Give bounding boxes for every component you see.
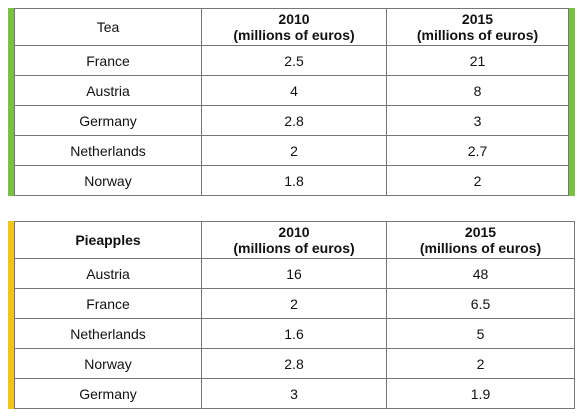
country-cell: Norway [14,348,202,379]
column-year: 2010 [278,224,310,240]
table-row: France 2 6.5 [14,288,575,319]
table-row: Norway 1.8 2 [14,165,569,196]
table-header-row: Tea 2010 (millions of euros) 2015 (milli… [14,8,569,46]
value-2015-cell: 5 [386,318,575,349]
country-cell: Austria [14,75,202,106]
column-header-2010: 2010 (millions of euros) [201,8,387,46]
value-2010-cell: 2.8 [201,105,387,136]
country-cell: Germany [14,378,202,409]
value-2010-cell: 2.5 [201,45,387,76]
table-row: Germany 3 1.9 [14,378,575,409]
table-row: Netherlands 2 2.7 [14,135,569,166]
pineapple-table: Pieapples 2010 (millions of euros) 2015 … [14,221,575,409]
column-year: 2015 [461,11,494,27]
column-header-2015: 2015 (millions of euros) [386,221,575,259]
value-2010-cell: 1.8 [201,165,387,196]
table-row: Austria 4 8 [14,75,569,106]
value-2015-cell: 1.9 [386,378,575,409]
country-cell: Netherlands [14,135,202,166]
value-2010-cell: 1.6 [201,318,387,349]
column-year: 2010 [278,11,310,27]
tea-heading: Tea [14,8,202,46]
table-row: Austria 16 48 [14,258,575,289]
country-cell: Austria [14,258,202,289]
table-row: Germany 2.8 3 [14,105,569,136]
value-2015-cell: 3 [386,105,569,136]
value-2015-cell: 2 [386,348,575,379]
country-cell: Netherlands [14,318,202,349]
pineapple-heading: Pieapples [14,221,202,259]
value-2010-cell: 2.8 [201,348,387,379]
column-year: 2015 [464,224,497,240]
value-2015-cell: 2 [386,165,569,196]
value-2015-cell: 2.7 [386,135,569,166]
country-cell: Germany [14,105,202,136]
value-2015-cell: 48 [386,258,575,289]
value-2015-cell: 6.5 [386,288,575,319]
value-2015-cell: 21 [386,45,569,76]
value-2010-cell: 4 [201,75,387,106]
column-unit: (millions of euros) [233,27,355,43]
pineapple-table-container: Pieapples 2010 (millions of euros) 2015 … [8,221,575,409]
value-2015-cell: 8 [386,75,569,106]
table-row: France 2.5 21 [14,45,569,76]
country-cell: France [14,288,202,319]
country-cell: France [14,45,202,76]
value-2010-cell: 16 [201,258,387,289]
value-2010-cell: 2 [201,135,387,166]
table-row: Netherlands 1.6 5 [14,318,575,349]
tea-table-container: Tea 2010 (millions of euros) 2015 (milli… [8,8,575,196]
column-unit: (millions of euros) [233,240,355,256]
value-2010-cell: 3 [201,378,387,409]
table-header-row: Pieapples 2010 (millions of euros) 2015 … [14,221,575,259]
table-row: Norway 2.8 2 [14,348,575,379]
country-cell: Norway [14,165,202,196]
column-header-2015: 2015 (millions of euros) [386,8,569,46]
column-header-2010: 2010 (millions of euros) [201,221,387,259]
column-unit: (millions of euros) [419,240,542,256]
value-2010-cell: 2 [201,288,387,319]
column-unit: (millions of euros) [416,27,539,43]
tea-table: Tea 2010 (millions of euros) 2015 (milli… [14,8,569,196]
